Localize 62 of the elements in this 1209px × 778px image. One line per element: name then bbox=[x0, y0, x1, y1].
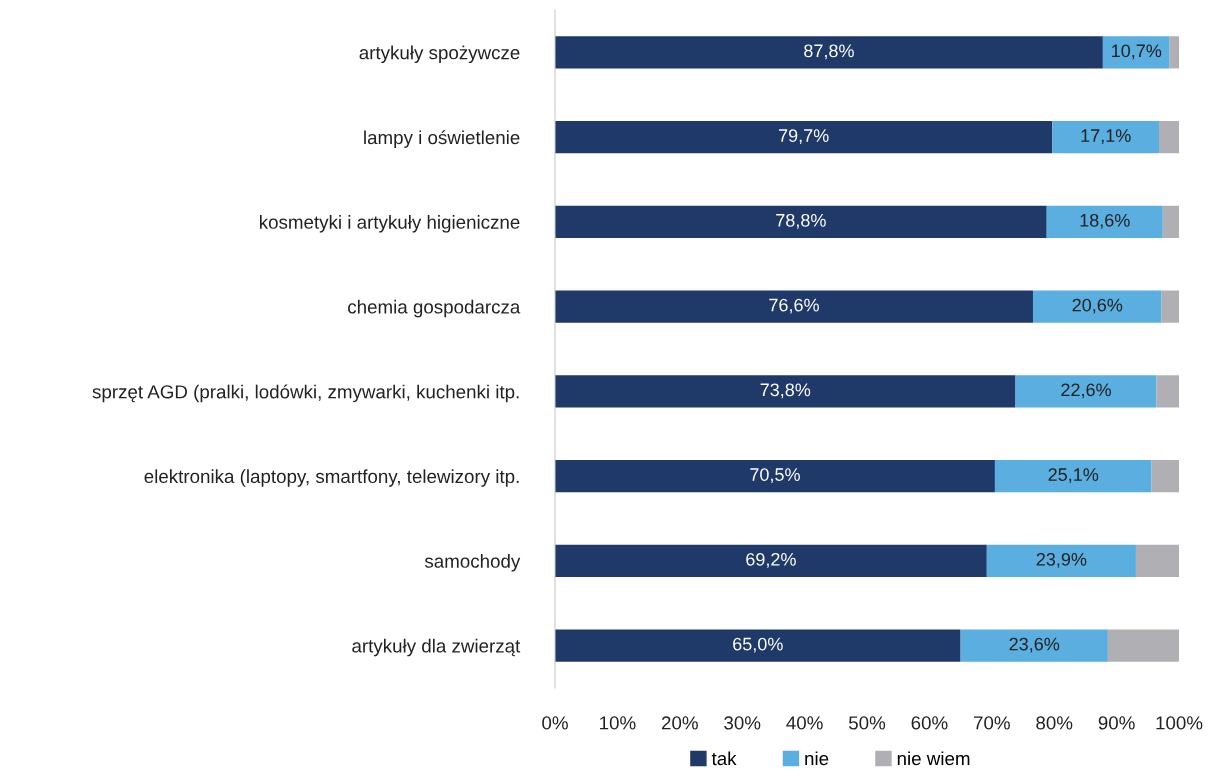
data-label: 79,7% bbox=[778, 129, 829, 145]
data-label: 18,6% bbox=[1080, 213, 1130, 229]
x-tick-label: 70% bbox=[974, 716, 1010, 730]
data-label: 22,6% bbox=[1061, 383, 1111, 399]
bar bbox=[1052, 121, 1160, 154]
bar bbox=[555, 544, 987, 577]
bar bbox=[555, 36, 1103, 69]
bar bbox=[1169, 36, 1179, 69]
data-label: 69,2% bbox=[746, 552, 796, 568]
x-tick-label: 30% bbox=[724, 716, 761, 730]
legend-label: tak bbox=[711, 751, 737, 766]
bar bbox=[1162, 205, 1179, 238]
bar bbox=[960, 629, 1108, 662]
data-label: 78,8% bbox=[776, 213, 826, 229]
x-tick-label: 10% bbox=[600, 716, 636, 730]
x-tick-label: 100% bbox=[1156, 716, 1203, 730]
bar bbox=[1015, 375, 1157, 408]
bar bbox=[1102, 36, 1170, 69]
y-tick-label: chemia gospodarcza bbox=[348, 299, 521, 318]
x-tick-label: 20% bbox=[661, 716, 698, 730]
y-tick-label: elektronika (laptopy, smartfony, telewizory itp. bbox=[144, 469, 519, 487]
y-tick-label: lampy i oświetlenie bbox=[364, 130, 520, 148]
bar bbox=[555, 121, 1053, 154]
bar bbox=[1107, 629, 1179, 662]
data-label: 25,1% bbox=[1048, 468, 1099, 484]
data-label: 10,7% bbox=[1112, 44, 1162, 60]
bar bbox=[555, 290, 1033, 323]
bar bbox=[994, 460, 1152, 493]
bar bbox=[1135, 544, 1179, 577]
y-tick-label: artykuły dla zwierząt bbox=[352, 638, 521, 657]
bar bbox=[1046, 205, 1163, 238]
y-tick-label: kosmetyki i artykuły higieniczne bbox=[260, 215, 520, 233]
data-label: 23,6% bbox=[1009, 637, 1060, 653]
x-tick-label: 50% bbox=[848, 716, 886, 730]
x-tick-label: 0% bbox=[542, 716, 568, 730]
x-tick-label: 60% bbox=[911, 716, 948, 730]
x-tick-label: 90% bbox=[1098, 716, 1135, 730]
legend-label: nie wiem bbox=[897, 751, 970, 766]
data-label: 17,1% bbox=[1081, 129, 1131, 145]
bar bbox=[555, 205, 1047, 238]
x-tick-label: 80% bbox=[1036, 716, 1073, 730]
bar bbox=[555, 629, 961, 662]
bar bbox=[555, 460, 995, 493]
data-label: 65,0% bbox=[733, 637, 783, 653]
y-tick-label: samochody bbox=[424, 554, 521, 572]
bar bbox=[986, 544, 1136, 577]
data-label: 87,8% bbox=[804, 44, 854, 60]
bar bbox=[1032, 290, 1162, 323]
data-label: 76,6% bbox=[769, 298, 819, 314]
bar bbox=[1156, 375, 1179, 408]
x-tick-label: 40% bbox=[786, 716, 823, 730]
data-label: 70,5% bbox=[750, 468, 800, 484]
legend-label: nie bbox=[805, 751, 829, 766]
bar bbox=[1161, 290, 1179, 323]
data-label: 20,6% bbox=[1072, 298, 1123, 314]
bar bbox=[1151, 460, 1179, 493]
bar bbox=[1159, 121, 1179, 154]
data-label: 23,9% bbox=[1036, 552, 1087, 568]
y-tick-label: artykuły spożywcze bbox=[359, 45, 520, 64]
data-label: 73,8% bbox=[760, 383, 811, 399]
bar bbox=[555, 375, 1016, 408]
y-tick-label: sprzęt AGD (pralki, lodówki, zmywarki, kuchenki itp. bbox=[92, 384, 519, 403]
